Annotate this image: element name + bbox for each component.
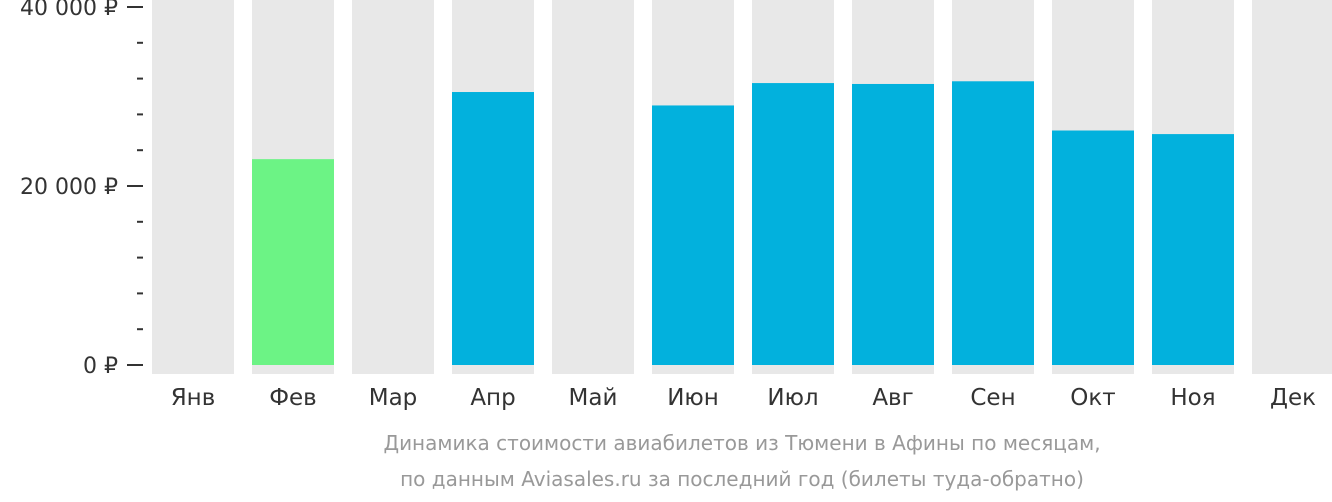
bar bbox=[752, 83, 834, 365]
bar bbox=[952, 81, 1034, 365]
chart-caption-line-2: по данным Aviasales.ru за последний год … bbox=[400, 467, 1084, 491]
y-tick-label: 20 000 ₽ bbox=[20, 175, 118, 200]
y-tick-label: 0 ₽ bbox=[83, 354, 118, 379]
x-tick-label: Июл bbox=[767, 385, 818, 411]
x-tick-label: Май bbox=[569, 385, 618, 411]
bar-background bbox=[352, 0, 434, 374]
bar bbox=[1152, 134, 1234, 365]
x-tick-label: Дек bbox=[1270, 385, 1316, 411]
x-tick-label: Окт bbox=[1070, 385, 1115, 411]
bar bbox=[1052, 130, 1134, 365]
bar-background bbox=[552, 0, 634, 374]
x-tick-label: Июн bbox=[667, 385, 719, 411]
x-tick-label: Мар bbox=[369, 385, 418, 411]
x-tick-label: Апр bbox=[470, 385, 515, 411]
bar-background bbox=[152, 0, 234, 374]
x-tick-label: Сен bbox=[970, 385, 1015, 411]
price-bar-chart: Янв Фев Мар Апр Май Июн Июл Авг Сен Окт Ноя Дек 0 ₽ 2… bbox=[20, 0, 1332, 411]
bar-background bbox=[1252, 0, 1332, 374]
chart-caption-line-1: Динамика стоимости авиабилетов из Тюмени… bbox=[383, 431, 1101, 455]
x-tick-label: Ноя bbox=[1170, 385, 1215, 411]
bar bbox=[452, 92, 534, 366]
x-tick-label: Авг bbox=[872, 385, 913, 411]
bar bbox=[252, 159, 334, 365]
y-tick-label: 40 000 ₽ bbox=[20, 0, 118, 21]
x-tick-label: Фев bbox=[269, 385, 317, 411]
x-tick-label: Янв bbox=[171, 385, 216, 411]
bar bbox=[652, 105, 734, 365]
bar bbox=[852, 83, 934, 365]
